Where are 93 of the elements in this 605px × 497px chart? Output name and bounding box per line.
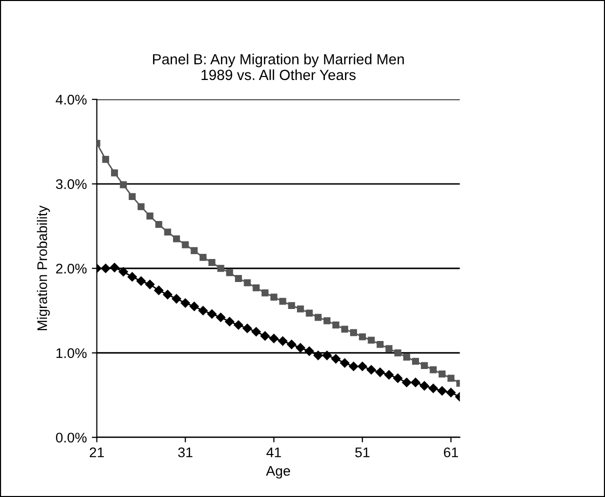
point <box>172 294 182 304</box>
point <box>118 267 128 276</box>
point <box>430 366 437 374</box>
point <box>226 269 234 276</box>
point <box>296 305 304 312</box>
point <box>332 322 340 328</box>
x-tick-label: 51 <box>355 448 370 458</box>
y-tick-label: 2.0% <box>56 264 87 274</box>
point <box>145 280 155 290</box>
point <box>314 314 322 321</box>
x-tick-label: 61 <box>444 447 458 458</box>
point <box>234 275 242 282</box>
point <box>138 203 145 210</box>
point <box>279 298 286 305</box>
point <box>260 331 270 341</box>
point <box>207 309 217 319</box>
point <box>428 384 438 393</box>
point <box>136 276 146 286</box>
point <box>324 317 330 324</box>
point <box>252 284 260 292</box>
point <box>190 247 198 254</box>
point <box>242 324 252 333</box>
point <box>234 320 244 330</box>
point <box>420 381 430 390</box>
point <box>102 156 110 163</box>
point <box>155 220 162 228</box>
point <box>198 306 208 316</box>
x-tick-label: 21 <box>90 447 104 458</box>
point <box>394 349 402 356</box>
point <box>420 362 428 370</box>
point <box>270 294 278 301</box>
point <box>304 346 314 356</box>
point <box>163 290 172 300</box>
y-tick-label: 0.0% <box>56 432 87 443</box>
point <box>375 368 385 377</box>
point <box>216 312 226 322</box>
point <box>278 336 288 346</box>
point <box>286 340 296 350</box>
x-axis-title: Age <box>266 466 290 479</box>
point <box>190 302 199 312</box>
point <box>173 235 180 242</box>
point <box>111 169 118 176</box>
point <box>331 354 340 364</box>
x-tick-label: 31 <box>178 447 192 458</box>
point <box>366 365 376 374</box>
point <box>384 370 394 380</box>
point <box>393 374 402 383</box>
point <box>410 378 420 388</box>
point <box>368 336 375 344</box>
point <box>341 326 348 333</box>
point <box>128 193 136 200</box>
point <box>376 340 384 348</box>
point <box>386 345 392 352</box>
y-tick-label: 3.0% <box>56 179 87 190</box>
point <box>154 286 164 295</box>
point <box>438 370 446 378</box>
point <box>120 181 127 188</box>
point <box>296 343 306 352</box>
point <box>306 310 313 317</box>
point <box>348 362 358 372</box>
point <box>402 378 412 388</box>
y-tick-label: 4.0% <box>56 94 87 105</box>
point <box>164 228 172 236</box>
point <box>437 386 447 396</box>
x-tick-label: 41 <box>266 448 281 458</box>
point <box>358 333 366 340</box>
point <box>288 302 296 310</box>
y-tick-label: 1.0% <box>56 348 87 358</box>
point <box>224 316 234 326</box>
point <box>110 262 120 272</box>
point <box>146 212 154 220</box>
point <box>244 279 251 286</box>
point <box>180 298 190 308</box>
point <box>447 374 454 382</box>
point <box>101 264 110 274</box>
point <box>403 354 410 361</box>
point <box>314 350 323 360</box>
point <box>269 334 278 344</box>
y-axis-title: Migration Probability <box>36 205 50 330</box>
point <box>358 362 368 372</box>
point <box>262 289 268 296</box>
point <box>252 327 261 336</box>
point <box>340 358 350 368</box>
point <box>200 254 207 261</box>
point <box>182 241 189 248</box>
point <box>128 272 137 282</box>
point <box>322 350 332 360</box>
point <box>217 264 224 272</box>
point <box>350 329 358 336</box>
point <box>446 388 456 398</box>
chart-title: Panel B: Any Migration by Married Men 1989 vs. All Other Years <box>153 54 404 80</box>
point <box>412 358 420 365</box>
point <box>208 258 216 266</box>
